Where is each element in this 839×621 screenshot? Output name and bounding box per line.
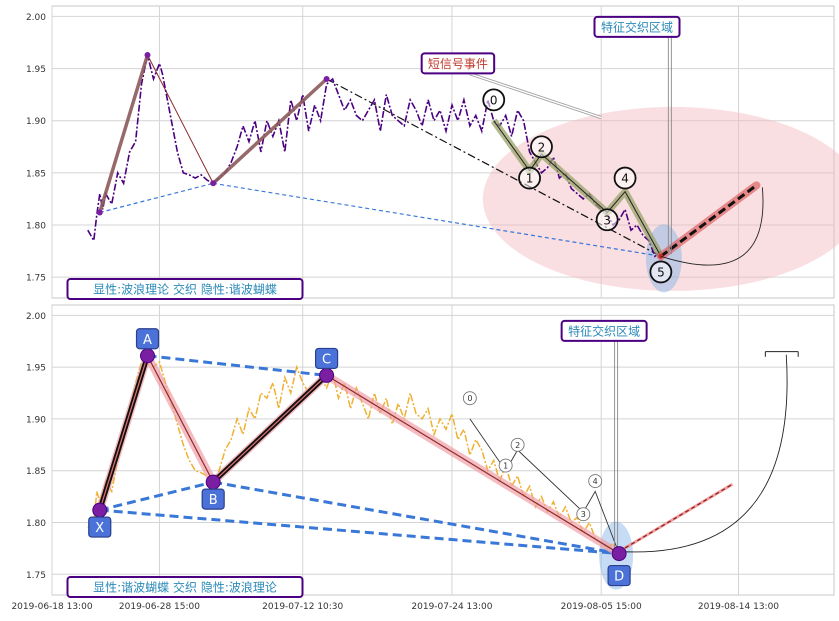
pattern-node-label: D (614, 570, 624, 585)
wave-point-label: 3 (603, 213, 611, 227)
pattern-leg-inner (99, 355, 149, 511)
wave-point-label: 5 (657, 265, 665, 279)
wave-point-marker (498, 458, 513, 473)
feature-zone-ellipse (482, 106, 839, 291)
wave-point-label: 4 (593, 477, 598, 486)
pattern-leg (211, 77, 328, 185)
feature-zone-label: 特征交织区域 (568, 323, 640, 338)
pattern-node (205, 474, 221, 490)
pattern-point (144, 52, 151, 59)
pattern-node (611, 546, 627, 562)
price-series-line (87, 54, 662, 258)
wave-point-label: 2 (538, 140, 546, 154)
wave-point-marker (595, 208, 619, 232)
minor-line (147, 54, 214, 184)
pattern-point (210, 180, 217, 187)
wave-point-label: 1 (503, 462, 508, 471)
pattern-node-label-box (201, 488, 225, 510)
wave-path-line (493, 120, 662, 257)
projection-line (659, 184, 758, 258)
chart-panel-top: 1.75 1.80 1.85 1.90 1.95 2.00 0 1 2 3 4 5 特征交织区域短信号事… (26, 5, 839, 300)
feature-zone-label-box (593, 15, 681, 38)
y-tick-label: 1.95 (26, 65, 46, 75)
wave-point-label: 1 (526, 172, 534, 186)
harmonic-construction-line (212, 480, 620, 556)
panel-label-box (66, 278, 304, 300)
pattern-node-label-box (607, 564, 631, 587)
x-tick-label: 2019-06-28 15:00 (119, 602, 200, 612)
harmonic-construction-line (99, 480, 214, 512)
wave-point-label: 0 (490, 93, 498, 107)
y-tick-label: 1.85 (26, 169, 46, 179)
pattern-node-label-box (135, 328, 160, 350)
wave-point-marker (613, 166, 637, 190)
x-tick-label: 2019-08-05 15:00 (561, 602, 642, 612)
y-tick-label: 2.00 (26, 13, 46, 23)
panel-label: 显性:波浪理论 交织 隐性:谐波蝴蝶 (93, 282, 277, 297)
pattern-leg (146, 355, 214, 483)
wave-point-marker (588, 474, 603, 489)
y-tick-label: 1.95 (26, 364, 46, 374)
wave-point-label: 0 (467, 394, 472, 403)
pattern-point (323, 76, 330, 82)
x-tick-label: 2019-08-14 13:00 (698, 602, 779, 612)
feature-zone-label: 特征交织区域 (601, 19, 673, 34)
pattern-node-label: B (209, 493, 218, 508)
target-arc (619, 354, 788, 553)
panel-label-box (66, 576, 304, 598)
short-signal-label-box (420, 52, 496, 75)
y-tick-label: 1.80 (26, 519, 46, 529)
pattern-leg (98, 54, 150, 213)
harmonic-construction-line (99, 508, 620, 556)
pattern-node-label-box (88, 516, 112, 538)
pattern-node-label: X (95, 521, 104, 536)
wave-point-marker (649, 260, 673, 284)
pattern-leg-inner (212, 374, 328, 483)
x-axis: 2019-06-18 13:00 2019-06-28 15:00 2019-07-… (11, 602, 779, 612)
harmonic-construction-line (147, 354, 327, 377)
y-tick-label: 1.75 (26, 274, 46, 284)
feature-zone-label-box (560, 319, 648, 342)
wave-point-label: 2 (515, 441, 520, 450)
y-tick-label: 2.00 (26, 312, 46, 322)
pattern-node-label: A (143, 333, 152, 348)
y-tick-label: 1.80 (26, 222, 46, 232)
wave-point-marker (462, 391, 477, 406)
panel-label: 显性:谐波蝴蝶 交织 隐性:波浪理论 (93, 580, 277, 595)
wave-point-marker (576, 507, 591, 522)
pattern-node-label-box (314, 347, 339, 370)
signal-arrow (469, 73, 602, 119)
y-tick-label: 1.75 (26, 571, 46, 581)
pattern-node (140, 348, 156, 364)
projection-line (618, 483, 733, 553)
minor-line (213, 182, 661, 257)
pattern-node (92, 502, 108, 518)
pattern-node-label: C (322, 352, 331, 367)
wave-point-marker (518, 166, 541, 190)
target-arc (660, 187, 764, 266)
y-tick-label: 1.90 (26, 117, 46, 127)
pattern-point (96, 209, 103, 216)
x-tick-label: 2019-07-12 10:30 (262, 602, 343, 612)
y-tick-label: 1.85 (26, 467, 46, 477)
wave-point-marker (482, 88, 506, 112)
y-tick-label: 1.90 (26, 415, 46, 425)
chart-panel-bottom: 1.75 1.80 1.85 1.90 1.95 2.00 0 1 2 3 4 X A B C D 特征交织区域… (26, 304, 835, 598)
pattern-leg (326, 374, 620, 555)
short-signal-label: 短信号事件 (428, 57, 488, 71)
wave-point-label: 4 (621, 172, 629, 186)
minor-line (99, 182, 214, 214)
x-tick-label: 2019-07-24 13:00 (411, 602, 492, 612)
x-tick-label: 2019-06-18 13:00 (11, 602, 92, 612)
pattern-node (319, 367, 335, 383)
wave-point-label: 3 (581, 510, 586, 519)
wave-point-marker (530, 135, 553, 159)
wave-point-marker (510, 437, 525, 452)
